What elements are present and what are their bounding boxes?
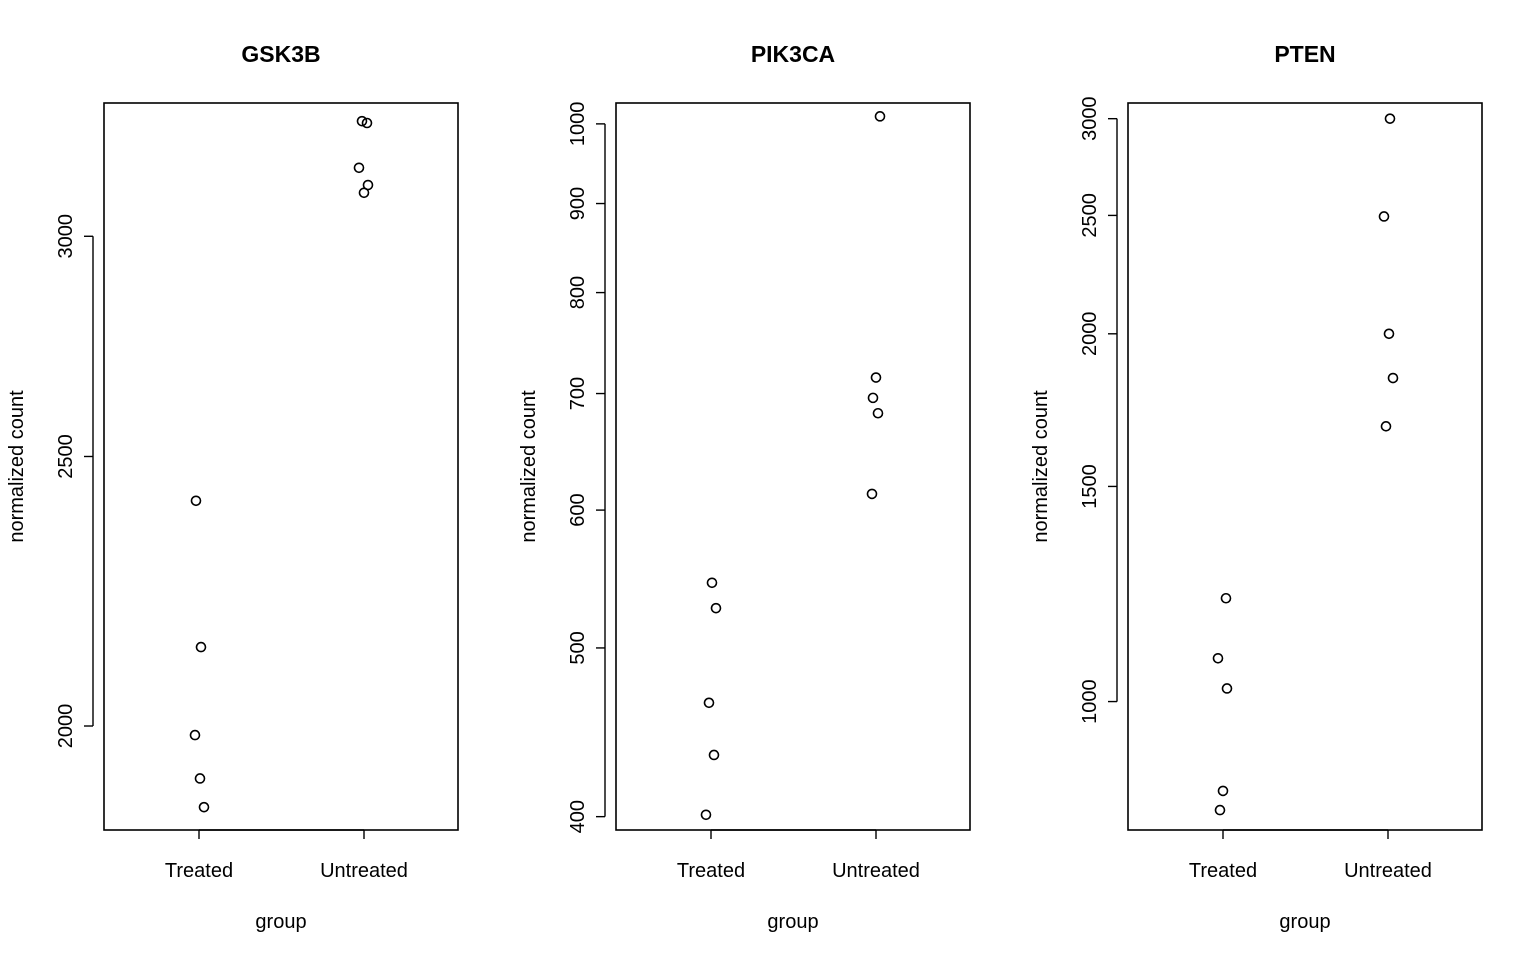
- panel-pten: PTEN 1000 1500 2000 2500 3000 normalized count…: [1030, 41, 1483, 933]
- data-point: [1387, 372, 1399, 384]
- plot-frame: [615, 102, 971, 831]
- y-axis-label: normalized count: [1030, 390, 1052, 543]
- data-point: [1383, 328, 1395, 340]
- data-point: [1384, 113, 1396, 124]
- data-point: [1378, 211, 1390, 222]
- y-tick-label: 400: [567, 800, 589, 833]
- x-tick-label: Treated: [1189, 860, 1257, 882]
- data-point: [1214, 804, 1226, 816]
- x-tick-label: Untreated: [832, 860, 920, 882]
- y-tick-label: 1000: [567, 102, 589, 146]
- x-axis-label: group: [1279, 911, 1330, 933]
- y-tick-label: 500: [567, 631, 589, 664]
- plot-frame: [103, 102, 459, 831]
- y-tick-label: 2500: [55, 434, 77, 479]
- y-tick-label: 2000: [1079, 312, 1101, 357]
- data-point: [189, 729, 201, 741]
- data-point: [867, 392, 879, 404]
- data-point: [358, 187, 370, 199]
- data-point: [703, 697, 715, 709]
- x-tick-label: Untreated: [320, 860, 408, 882]
- y-tick-label: 900: [567, 187, 589, 220]
- data-point: [700, 809, 712, 821]
- data-point: [870, 372, 882, 383]
- data-point: [1220, 592, 1232, 604]
- data-point: [708, 749, 720, 761]
- data-point: [710, 602, 722, 614]
- y-tick-label: 3000: [1079, 96, 1101, 140]
- x-tick-label: Treated: [165, 860, 233, 882]
- data-point: [190, 495, 202, 507]
- plot-frame: [1127, 102, 1483, 831]
- data-point: [194, 773, 206, 784]
- data-point: [1217, 785, 1229, 797]
- data-point: [198, 801, 210, 813]
- y-tick-label: 2500: [1079, 193, 1101, 238]
- y-tick-label: 2000: [55, 704, 77, 749]
- data-point: [1212, 652, 1224, 664]
- data-point: [874, 111, 886, 122]
- y-tick-label: 800: [567, 276, 589, 309]
- data-point: [1380, 421, 1392, 432]
- panel-pik3ca: PIK3CA 400 500 600 700 800 900 1000 normalized c…: [518, 41, 971, 933]
- y-tick-label: 1500: [1079, 464, 1101, 509]
- y-tick-label: 700: [567, 377, 589, 410]
- chart-title: PIK3CA: [751, 41, 835, 67]
- panel-gsk3b: GSK3B 2000 2500 3000 normalized count Treated…: [6, 41, 459, 933]
- chart-title: GSK3B: [241, 41, 320, 67]
- data-point: [866, 488, 878, 500]
- y-tick-label: 600: [567, 493, 589, 526]
- x-tick-label: Untreated: [1344, 860, 1432, 882]
- x-axis-label: group: [767, 911, 818, 933]
- data-point: [361, 117, 373, 129]
- data-point: [1221, 683, 1233, 694]
- y-axis-label: normalized count: [6, 390, 28, 543]
- data-point: [353, 162, 365, 174]
- data-point: [356, 115, 368, 127]
- data-point: [872, 407, 884, 419]
- x-tick-label: Treated: [677, 860, 745, 882]
- y-tick-label: 1000: [1079, 679, 1101, 724]
- y-tick-label: 3000: [55, 214, 77, 259]
- x-axis-label: group: [255, 911, 306, 933]
- data-point: [195, 641, 207, 653]
- chart-title: PTEN: [1274, 41, 1335, 67]
- data-point: [706, 577, 718, 589]
- y-axis-label: normalized count: [518, 390, 540, 543]
